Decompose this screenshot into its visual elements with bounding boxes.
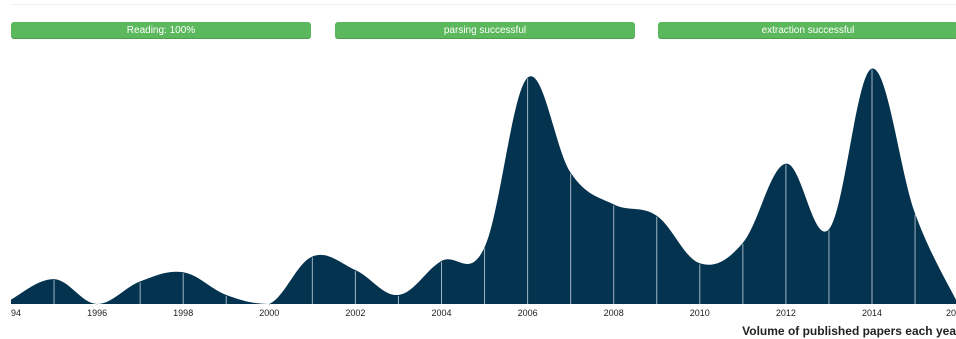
x-tick-label: 94: [11, 308, 21, 318]
x-tick-label: 2002: [345, 308, 365, 318]
reading-progress-bar: Reading: 100%: [11, 22, 311, 39]
top-divider: [12, 4, 956, 5]
x-tick-label: 1998: [173, 308, 193, 318]
x-tick-label: 2010: [690, 308, 710, 318]
chart-caption: Volume of published papers each yea: [742, 324, 956, 338]
x-tick-label: 20: [946, 308, 956, 318]
x-tick-label: 2008: [604, 308, 624, 318]
x-tick-label: 2012: [776, 308, 796, 318]
x-tick-label: 2004: [431, 308, 451, 318]
x-tick-label: 1996: [87, 308, 107, 318]
parsing-progress-bar: parsing successful: [335, 22, 635, 39]
x-tick-label: 2000: [259, 308, 279, 318]
x-tick-label: 2006: [518, 308, 538, 318]
extraction-progress-bar: extraction successful: [658, 22, 956, 39]
x-tick-label: 2014: [862, 308, 882, 318]
publications-area: [11, 68, 956, 304]
